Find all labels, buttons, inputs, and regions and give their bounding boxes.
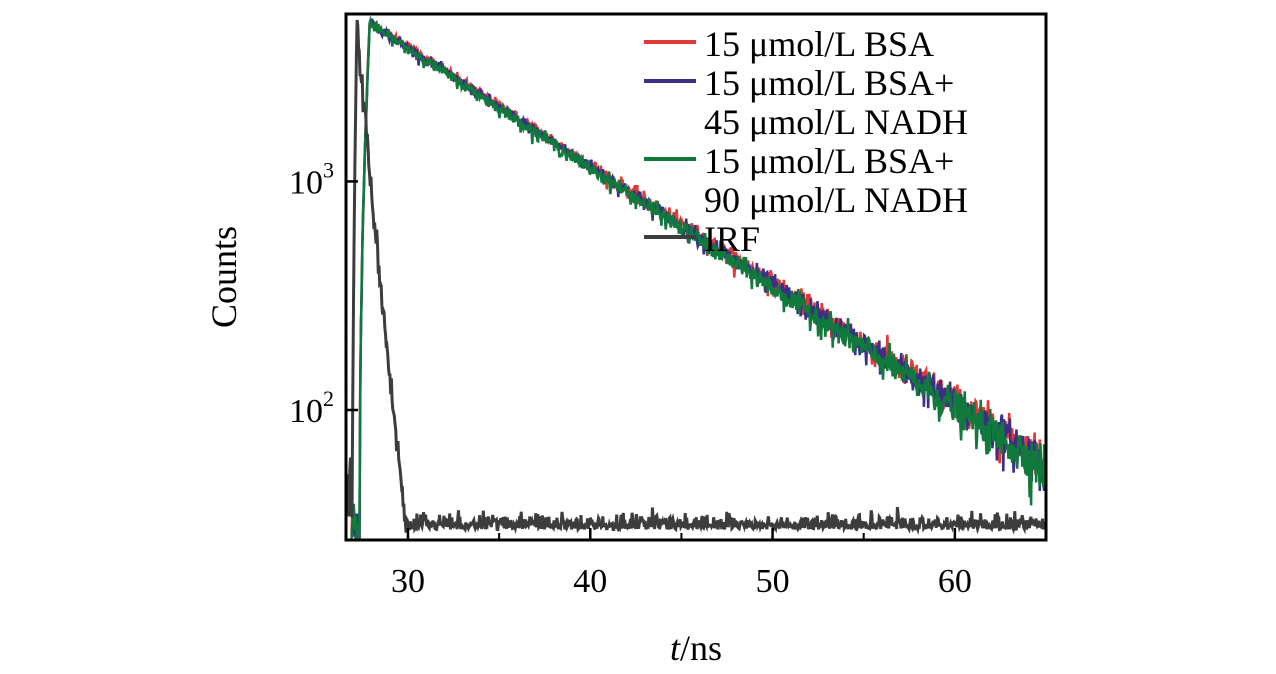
- legend-label: 90 μmol/L NADH: [704, 180, 968, 220]
- y-axis-label: Counts: [204, 226, 244, 328]
- y-tick-label: 102: [289, 386, 334, 430]
- legend-label: 15 μmol/L BSA: [704, 24, 934, 64]
- x-axis-label-variable: t: [670, 628, 681, 668]
- legend-label: IRF: [704, 219, 760, 259]
- series-line-irf: [346, 19, 1046, 536]
- series-layer: [346, 15, 1046, 540]
- series-line-3: [350, 15, 1046, 540]
- x-tick-label: 60: [938, 563, 972, 600]
- legend-label: 15 μmol/L BSA+: [704, 63, 954, 103]
- plot-frame: [344, 12, 1048, 542]
- x-axis-label: t/ns: [670, 628, 722, 668]
- x-axis-label-unit: /ns: [680, 628, 722, 668]
- y-tick-label: 103: [289, 157, 334, 201]
- x-tick-label: 30: [391, 563, 425, 600]
- x-tick-label: 40: [573, 563, 607, 600]
- x-tick-label: 50: [756, 563, 790, 600]
- ticks-layer: 30 40 50 60 102 103: [289, 157, 1047, 600]
- legend-label: 45 μmol/L NADH: [704, 102, 968, 142]
- legend-label: 15 μmol/L BSA+: [704, 141, 954, 181]
